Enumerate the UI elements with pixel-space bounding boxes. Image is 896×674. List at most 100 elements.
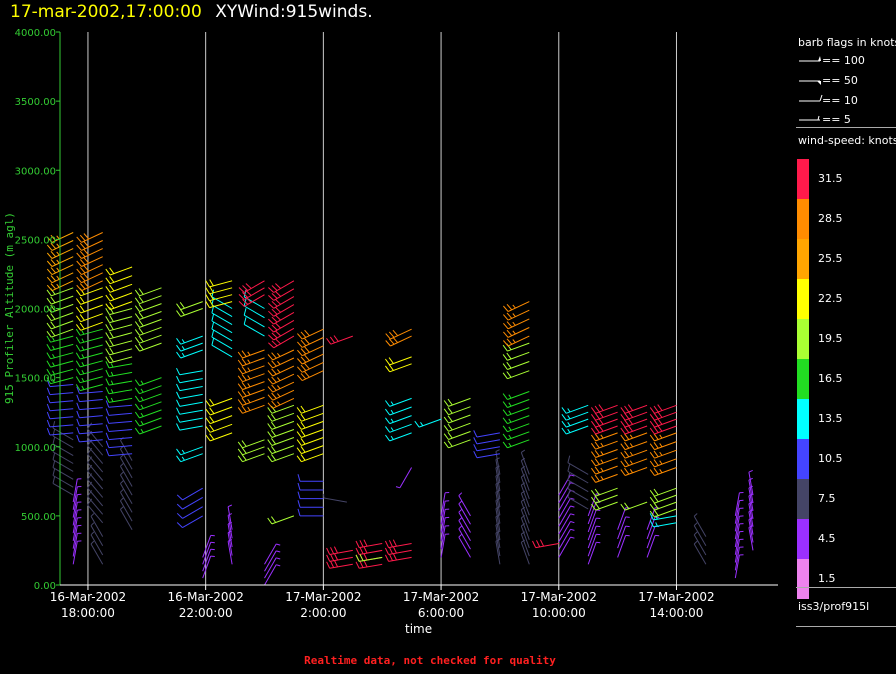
barb-flag <box>237 359 243 367</box>
wind-barb <box>587 493 601 517</box>
wind-barb <box>561 418 589 428</box>
barb-flag <box>275 338 281 345</box>
wind-barb <box>502 423 530 433</box>
wind-barb <box>443 431 471 440</box>
barb-shaft <box>388 556 412 562</box>
wind-barb <box>134 318 162 328</box>
wind-barb <box>264 564 281 586</box>
barb-flag <box>271 316 278 323</box>
wind-barb <box>649 501 677 511</box>
barb-shaft <box>90 534 104 556</box>
barb-flag <box>75 384 81 391</box>
wind-barb <box>105 440 133 449</box>
barb-shaft <box>51 272 74 284</box>
barb-flag <box>384 426 391 433</box>
barb-flag <box>297 482 301 491</box>
barb-half-flag <box>508 434 512 439</box>
barb-half-flag <box>570 497 575 500</box>
barb-shaft <box>179 401 203 407</box>
barb-shaft <box>734 554 740 579</box>
wind-barb <box>646 534 660 558</box>
barb-flag <box>326 338 332 345</box>
barb-shaft <box>210 406 233 416</box>
barb-half-flag <box>659 451 663 456</box>
wind-barb <box>384 432 412 442</box>
wind-barb <box>620 411 648 421</box>
wind-barb <box>46 320 74 330</box>
wind-barb <box>134 409 162 419</box>
barb-half-flag <box>659 460 663 465</box>
barb-flag <box>594 405 600 413</box>
barb-flag <box>414 420 420 428</box>
barb-flag <box>109 315 114 322</box>
barb-flag <box>502 417 508 424</box>
barb-shaft <box>139 334 162 344</box>
wind-barb <box>620 467 648 476</box>
barb-shaft <box>210 397 233 407</box>
wind-barb <box>558 489 575 511</box>
barb-half-flag <box>110 371 114 377</box>
barb-flag <box>296 407 302 414</box>
barb-flag <box>75 289 82 297</box>
barb-flag <box>83 249 90 256</box>
barb-flag <box>138 335 144 343</box>
barb-half-flag <box>276 543 281 546</box>
barb-shaft <box>734 539 740 563</box>
wind-barb <box>237 389 265 398</box>
wind-barb <box>649 449 677 459</box>
barb-flag <box>52 452 56 460</box>
barb-flag <box>326 554 331 562</box>
barb-shaft <box>734 508 740 532</box>
barb-shaft <box>458 495 471 517</box>
barb-half-flag <box>570 474 575 477</box>
wind-barb <box>520 515 530 540</box>
barb-shaft <box>495 467 501 491</box>
wind-barb <box>748 493 754 519</box>
barb-flag <box>75 324 82 331</box>
barb-flag <box>388 364 394 371</box>
barb-shaft <box>51 248 74 259</box>
wind-barb <box>587 501 601 525</box>
color-swatch <box>797 319 809 359</box>
wind-barb <box>267 445 295 455</box>
barb-half-flag <box>247 375 251 380</box>
barb-shaft <box>273 304 295 317</box>
barb-flag <box>330 560 335 568</box>
barb-flag <box>297 508 301 517</box>
wind-barb <box>75 304 103 314</box>
wind-barb <box>296 404 324 414</box>
barb-half-flag <box>748 477 753 481</box>
barb-half-flag <box>81 346 85 351</box>
color-label: 28.5 <box>818 212 843 225</box>
barb-flag <box>392 546 397 554</box>
barb-flag <box>657 411 663 418</box>
barb-half-flag <box>748 493 753 497</box>
wind-barb <box>297 500 324 508</box>
wind-barb <box>617 534 630 558</box>
barb-flag <box>355 561 360 569</box>
barb-flag <box>267 386 274 393</box>
barb-shaft <box>440 509 446 533</box>
barb-legend-row: == 5 <box>796 112 896 128</box>
barb-flag <box>46 276 53 284</box>
barb-flag <box>76 268 82 275</box>
barb-half-flag <box>140 396 144 401</box>
barb-flag <box>503 340 509 347</box>
wind-barb <box>46 411 74 420</box>
wind-barb <box>267 389 295 401</box>
barb-shaft <box>180 453 203 463</box>
barb-flag <box>134 344 140 352</box>
barb-flag <box>76 244 82 251</box>
barb-shaft <box>52 482 74 496</box>
barb-half-flag <box>458 533 463 538</box>
wind-barb <box>502 391 530 400</box>
wind-barb <box>46 248 74 259</box>
barb-flag <box>506 312 513 319</box>
barb-flag <box>52 476 56 484</box>
barb-half-flag <box>570 528 575 531</box>
barb-flag <box>627 418 634 425</box>
barb-shaft <box>654 418 677 428</box>
barb-flag <box>134 379 140 386</box>
barb-flag <box>653 495 659 503</box>
wind-barb <box>72 501 82 526</box>
